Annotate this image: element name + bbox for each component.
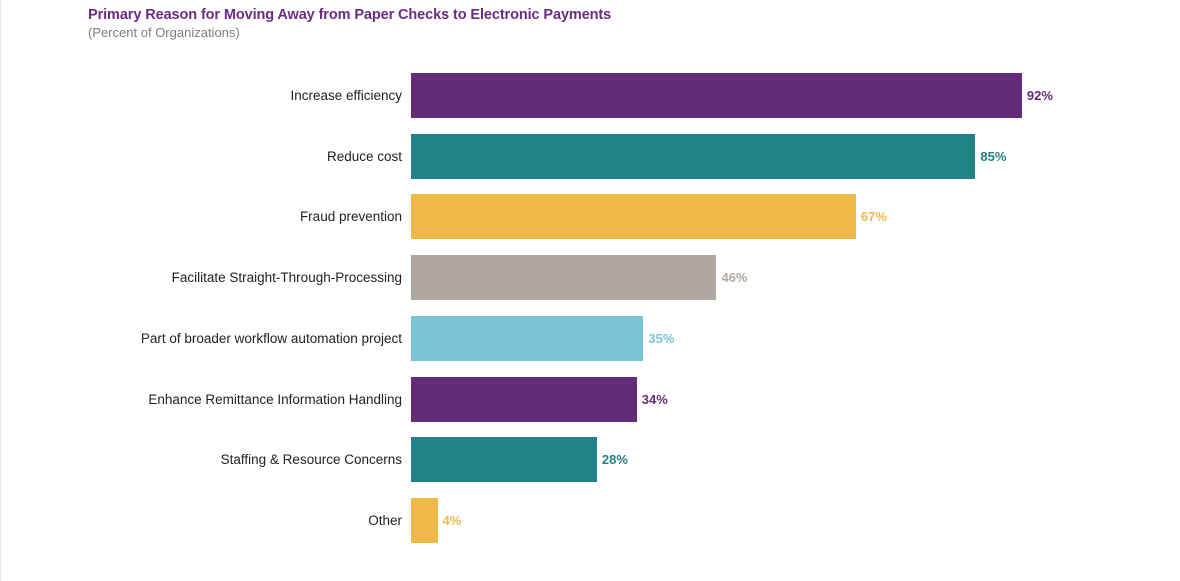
value-label: 4% bbox=[442, 512, 462, 528]
bar-row: Other 4% bbox=[0, 497, 1180, 543]
value-label: 46% bbox=[721, 270, 748, 286]
category-label: Staffing & Resource Concerns bbox=[220, 452, 402, 468]
bar-row: Enhance Remittance Information Handling … bbox=[0, 376, 1180, 422]
bar bbox=[411, 376, 637, 422]
category-label: Fraud prevention bbox=[299, 209, 402, 225]
bar bbox=[411, 73, 1022, 118]
category-label: Facilitate Straight-Through-Processing bbox=[171, 270, 402, 286]
bar-row: Part of broader workflow automation proj… bbox=[0, 315, 1180, 361]
chart-title: Primary Reason for Moving Away from Pape… bbox=[88, 7, 612, 23]
value-label: 92% bbox=[1026, 88, 1053, 103]
bar-row: Fraud prevention 67% bbox=[0, 194, 1180, 240]
bar bbox=[411, 255, 717, 301]
bar-row: Increase efficiency 92% bbox=[0, 73, 1180, 118]
value-label: 67% bbox=[860, 209, 887, 225]
left-border bbox=[0, 0, 1, 581]
bar-row: Reduce cost 85% bbox=[0, 133, 1180, 179]
bar bbox=[411, 497, 438, 543]
value-label: 35% bbox=[648, 330, 675, 346]
bar bbox=[411, 315, 644, 361]
value-label: 28% bbox=[601, 452, 628, 468]
value-label: 85% bbox=[980, 148, 1007, 164]
category-label: Other bbox=[368, 512, 402, 528]
category-label: Enhance Remittance Information Handling bbox=[148, 391, 402, 407]
category-label: Reduce cost bbox=[326, 148, 402, 164]
bar-row: Facilitate Straight-Through-Processing 4… bbox=[0, 255, 1180, 301]
value-label: 34% bbox=[641, 391, 668, 407]
category-label: Increase efficiency bbox=[290, 88, 402, 103]
category-label: Part of broader workflow automation proj… bbox=[140, 330, 402, 346]
bar bbox=[411, 133, 976, 179]
chart-subtitle: (Percent of Organizations) bbox=[88, 25, 240, 40]
bar bbox=[411, 194, 856, 240]
bar-row: Staffing & Resource Concerns 28% bbox=[0, 437, 1180, 483]
bar bbox=[411, 437, 597, 483]
